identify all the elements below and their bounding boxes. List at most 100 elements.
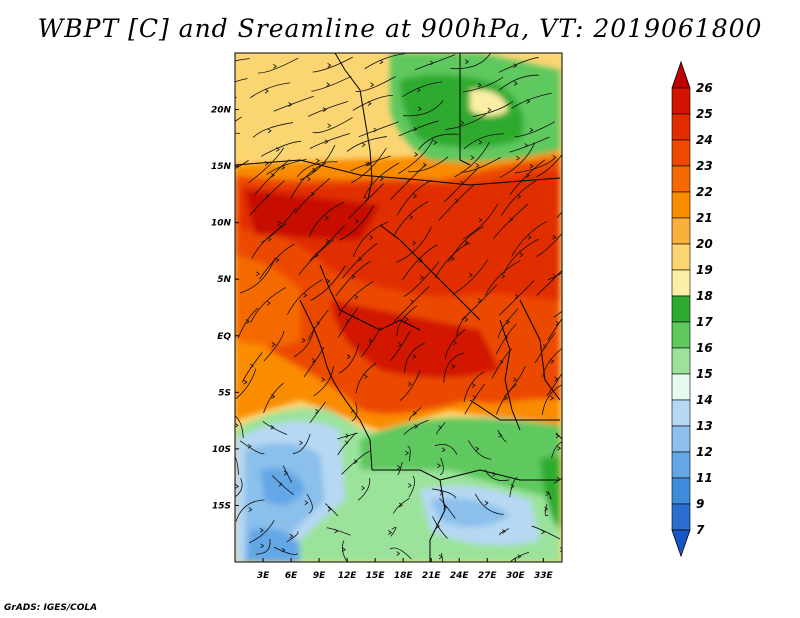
streamline-arrow xyxy=(271,394,276,399)
streamline xyxy=(472,101,514,117)
streamline-arrow xyxy=(398,502,403,508)
streamline-arrow xyxy=(504,395,509,401)
streamline xyxy=(335,260,371,297)
streamline xyxy=(450,53,491,70)
colorbar-segment xyxy=(671,113,691,141)
streamline-arrow xyxy=(556,476,561,482)
streamline-arrow xyxy=(552,155,557,160)
streamline-arrow xyxy=(545,491,550,497)
streamline-arrow xyxy=(326,278,331,284)
streamline xyxy=(404,342,425,374)
streamline-arrow xyxy=(492,471,497,477)
streamline xyxy=(299,144,336,181)
streamline xyxy=(415,54,456,70)
streamline-arrow xyxy=(404,317,409,322)
streamline-arrow xyxy=(464,240,469,245)
streamline-arrow xyxy=(418,258,423,263)
streamline xyxy=(337,432,357,456)
streamline-arrow xyxy=(364,196,369,202)
streamline-arrow xyxy=(303,292,308,298)
streamline xyxy=(352,94,393,111)
streamline xyxy=(235,116,242,122)
colorbar-label: 25 xyxy=(696,107,713,121)
streamline xyxy=(308,201,345,238)
streamline-arrow xyxy=(315,158,320,164)
streamline-arrow xyxy=(324,139,329,145)
streamline xyxy=(306,493,313,514)
streamline-arrow xyxy=(312,167,317,173)
streamline-arrow xyxy=(460,120,465,126)
streamline xyxy=(235,160,249,169)
streamline xyxy=(352,221,389,257)
colorbar-label: 14 xyxy=(696,393,713,407)
streamline xyxy=(351,147,387,184)
streamline-arrow xyxy=(321,377,326,382)
streamline xyxy=(309,225,346,261)
streamline-arrow xyxy=(484,500,489,506)
streamline-arrow xyxy=(215,140,218,144)
streamline xyxy=(235,368,257,399)
streamline xyxy=(434,242,471,279)
streamline xyxy=(484,469,509,481)
streamline-arrow xyxy=(369,235,374,240)
streamline xyxy=(235,456,239,475)
streamline-arrow xyxy=(396,465,401,470)
streamline xyxy=(551,441,562,459)
streamline xyxy=(273,546,299,555)
streamline-arrow xyxy=(361,142,366,148)
streamline-arrow xyxy=(550,395,554,401)
colorbar-label: 13 xyxy=(696,419,713,433)
streamline xyxy=(467,440,492,460)
streamline xyxy=(393,497,410,514)
streamline-arrow xyxy=(301,338,306,343)
streamline xyxy=(287,279,323,315)
streamline xyxy=(536,154,562,178)
streamline xyxy=(474,493,504,515)
streamline xyxy=(325,503,339,517)
streamline xyxy=(555,432,562,441)
streamline xyxy=(564,204,599,239)
streamline-arrow xyxy=(412,240,417,246)
streamline-arrow xyxy=(346,354,351,359)
streamline xyxy=(298,239,335,275)
streamline-arrow xyxy=(367,161,372,166)
colorbar-top-arrow xyxy=(671,60,691,89)
streamline xyxy=(303,346,325,378)
streamline xyxy=(398,120,439,137)
streamline xyxy=(408,475,416,498)
streamline-arrow xyxy=(414,424,419,429)
streamline xyxy=(350,155,391,172)
streamline xyxy=(561,546,562,547)
streamline-arrow xyxy=(472,395,477,400)
lon-label: 18E xyxy=(394,571,414,581)
colorbar-label: 18 xyxy=(696,289,713,303)
streamline-arrow xyxy=(557,445,562,451)
streamline-arrow xyxy=(410,299,415,305)
streamline-arrow xyxy=(513,81,518,86)
lat-label: EQ xyxy=(217,332,231,342)
streamline-arrow xyxy=(550,358,555,364)
streamline-arrow xyxy=(524,143,529,148)
streamline xyxy=(392,201,429,237)
streamline-arrow xyxy=(407,483,412,488)
streamline xyxy=(357,477,371,501)
streamline xyxy=(403,100,444,117)
streamline xyxy=(542,347,562,378)
streamline xyxy=(390,164,426,200)
lat-label: 15N xyxy=(211,162,232,172)
streamline-arrow xyxy=(275,257,280,263)
streamline xyxy=(432,488,457,499)
streamline-arrow xyxy=(502,529,506,534)
streamline xyxy=(408,156,449,173)
streamline-arrow xyxy=(552,234,557,240)
streamline xyxy=(363,162,399,199)
streamline xyxy=(403,261,440,298)
streamline xyxy=(553,310,562,318)
streamline xyxy=(313,365,334,397)
streamline xyxy=(263,330,285,362)
colorbar-segment xyxy=(671,451,691,479)
streamline xyxy=(307,101,349,117)
lon-label: 21E xyxy=(422,571,442,581)
streamline-arrow xyxy=(368,338,373,343)
streamline xyxy=(399,370,421,401)
